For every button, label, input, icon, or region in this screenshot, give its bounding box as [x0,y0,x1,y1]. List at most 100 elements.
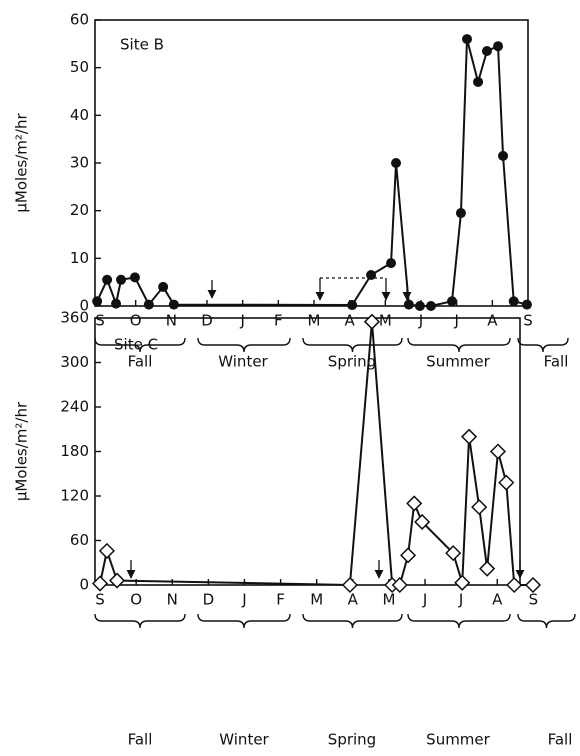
data-point [111,298,122,309]
season-label: Summer [426,353,490,371]
data-point [455,208,466,219]
season-brace [302,613,403,629]
season-label: Fall [544,353,569,371]
data-point [347,300,358,311]
x-tick-label: A [492,591,503,609]
data-point [366,270,377,281]
data-point [445,545,462,562]
data-point [403,299,414,310]
season-label: Winter [219,731,269,749]
data-point [462,34,473,45]
y-tick-label: 10 [70,249,89,267]
data-point [508,296,519,307]
x-tick-label: J [453,312,458,330]
data-point [498,474,515,491]
season-brace [197,613,291,629]
x-tick-label: S [95,312,105,330]
data-point [363,313,381,330]
x-tick-label: F [276,591,285,609]
y-tick-label: 60 [70,11,89,29]
data-point [489,443,507,460]
x-tick-label: M [382,591,395,609]
data-point [471,499,488,516]
x-tick-label: S [529,591,539,609]
y-tick-label: 240 [60,398,89,416]
data-point [391,576,408,594]
data-point [102,274,113,285]
data-point [506,576,523,594]
x-tick-label: J [241,591,246,609]
season-label: Spring [328,353,376,371]
data-point [116,274,127,285]
data-point [454,574,471,591]
data-point [481,45,492,56]
site-label: Site B [120,36,164,54]
season-label: Fall [128,731,153,749]
data-point [524,576,542,594]
y-tick-label: 20 [70,201,89,219]
y-tick-label: 300 [60,353,89,371]
data-point [92,296,103,307]
y-tick-label: 40 [70,106,89,124]
data-line [96,38,528,308]
x-tick-label: O [130,312,142,330]
data-point [447,296,458,307]
season-brace [407,613,511,629]
x-tick-label: D [201,312,213,330]
season-brace [197,337,291,353]
data-point [386,258,397,269]
y-axis-label: μMoles/m²/hr [13,401,31,501]
data-point [98,542,115,559]
data-point [521,299,532,310]
season-brace [94,337,186,353]
x-tick-label: J [458,591,463,609]
y-axis-label: μMoles/m²/hr [13,113,31,213]
y-tick-label: 50 [70,58,89,76]
x-tick-label: S [95,591,105,609]
y-tick-label: 180 [60,442,89,460]
data-point [414,513,431,531]
season-label: Fall [548,731,573,749]
x-tick-label: O [130,591,142,609]
data-point [391,158,402,168]
y-tick-label: 60 [70,531,89,549]
x-tick-label: N [166,312,177,330]
season-brace [407,337,511,353]
data-point [143,299,154,310]
x-tick-label: A [345,312,356,330]
x-tick-label: J [422,591,427,609]
data-point [473,76,484,87]
site-label: Site C [114,336,158,354]
data-point [479,560,496,577]
data-point [158,281,169,292]
data-point [400,547,417,564]
y-tick-label: 30 [70,154,89,172]
x-tick-label: J [239,312,244,330]
season-brace [94,613,186,629]
x-tick-label: M [310,591,323,609]
y-tick-label: 0 [79,297,89,315]
data-point [341,576,358,594]
data-point [168,299,179,310]
data-point [498,150,509,161]
x-tick-label: S [523,312,533,330]
season-label: Winter [218,353,268,371]
data-point [129,272,140,283]
season-label: Summer [426,731,490,749]
y-tick-label: 0 [79,576,89,594]
season-label: Spring [328,731,376,749]
y-tick-label: 360 [60,309,89,327]
season-label: Fall [128,353,153,371]
x-tick-label: D [203,591,215,609]
data-point [406,495,423,512]
data-point [425,301,436,311]
x-tick-label: M [308,312,321,330]
x-tick-label: A [348,591,359,609]
season-brace [517,337,569,353]
y-tick-label: 120 [60,487,89,505]
x-tick-label: J [418,312,423,330]
data-point [91,575,109,592]
data-point [461,428,478,445]
x-tick-label: N [167,591,178,609]
